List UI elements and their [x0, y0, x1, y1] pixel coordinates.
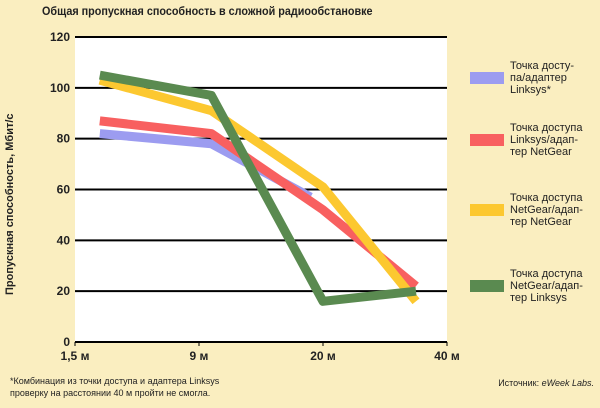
source-name: eWeek Labs.: [541, 378, 594, 388]
legend-label: Точка доступа NetGear/адап- тер Linksys: [510, 268, 583, 304]
y-tick-label: 60: [57, 183, 71, 197]
legend-label: Точка доступа NetGear/адап- тер NetGear: [510, 192, 583, 228]
x-tick-label: 1,5 м: [61, 349, 90, 363]
legend-label: Точка досту- па/адаптер Linksys*: [510, 60, 575, 96]
legend-swatch: [470, 72, 504, 84]
x-tick-label: 9 м: [190, 349, 209, 363]
x-tick-label: 20 м: [310, 349, 336, 363]
source-credit: Источник: eWeek Labs.: [498, 378, 594, 388]
y-tick-label: 40: [57, 233, 71, 247]
footnote: *Комбинация из точки доступа и адаптера …: [10, 376, 220, 398]
x-tick-label: 40 м: [434, 349, 460, 363]
y-tick-label: 0: [63, 335, 70, 349]
chart-title: Общая пропускная способность в сложной р…: [42, 4, 373, 18]
y-tick-label: 100: [50, 81, 70, 95]
legend-swatch: [470, 280, 504, 292]
y-tick-label: 20: [57, 284, 71, 298]
legend-swatch: [470, 204, 504, 216]
series-line-4: [98, 70, 417, 306]
y-tick-label: 120: [50, 30, 70, 44]
y-tick-label: 80: [57, 132, 71, 146]
legend-swatch: [470, 134, 504, 146]
source-prefix: Источник:: [498, 378, 542, 388]
series-line-3: [98, 75, 420, 305]
legend-label: Точка доступа Linksys/адап- тер NetGear: [510, 122, 583, 158]
